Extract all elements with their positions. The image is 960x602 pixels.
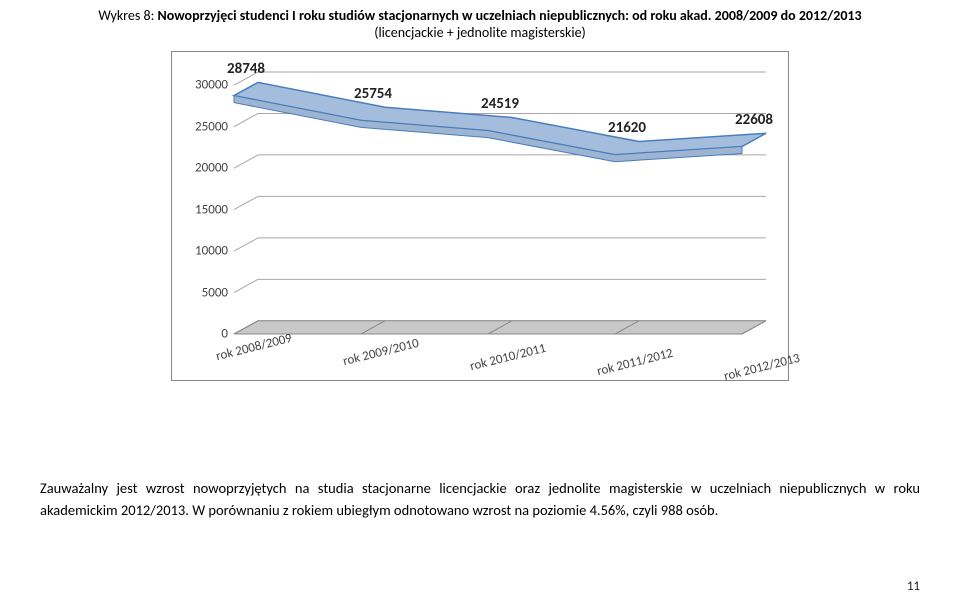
category-label: rok 2012/2013	[722, 351, 801, 384]
category-label: rok 2009/2010	[341, 336, 420, 369]
chart-title-prefix: Wykres 8:	[98, 7, 157, 24]
chart-title-sub: (licencjackie + jednolite magisterskie)	[40, 24, 920, 41]
chart-title-bold: Nowoprzyjęci studenci I roku studiów sta…	[158, 7, 862, 24]
chart-plot-area: 050001000015000200002500030000 287482575…	[234, 70, 768, 336]
ytick-label: 15000	[195, 202, 234, 217]
ytick-label: 10000	[195, 244, 234, 259]
body-paragraph: Zauważalny jest wzrost nowoprzyjętych na…	[40, 478, 920, 522]
ytick-label: 20000	[195, 161, 234, 176]
ytick-label: 25000	[195, 119, 234, 134]
ytick-label: 30000	[195, 78, 234, 93]
chart-frame: 050001000015000200002500030000 287482575…	[171, 51, 789, 381]
page-number: 11	[907, 579, 920, 594]
category-labels-layer: rok 2008/2009rok 2009/2010rok 2010/2011r…	[234, 70, 768, 336]
category-label: rok 2010/2011	[468, 341, 547, 374]
ytick-label: 0	[221, 327, 234, 342]
ytick-label: 5000	[202, 285, 234, 300]
category-label: rok 2011/2012	[595, 346, 674, 379]
